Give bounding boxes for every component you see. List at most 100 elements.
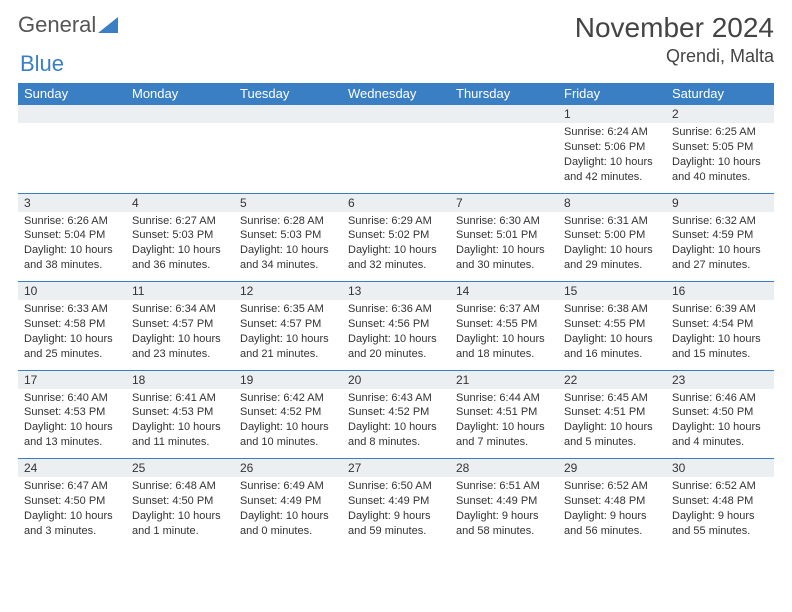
day-line: Sunset: 4:50 PM	[24, 494, 120, 509]
daynum-row: 12	[18, 105, 774, 124]
day-line: Daylight: 10 hours and 16 minutes.	[564, 332, 660, 362]
content-row: Sunrise: 6:40 AMSunset: 4:53 PMDaylight:…	[18, 389, 774, 459]
day-line: Sunrise: 6:46 AM	[672, 391, 768, 406]
day-header: Tuesday	[234, 83, 342, 105]
day-line: Sunrise: 6:28 AM	[240, 214, 336, 229]
day-line: Sunset: 4:49 PM	[348, 494, 444, 509]
day-line: Sunset: 5:06 PM	[564, 140, 660, 155]
day-line: Daylight: 10 hours and 34 minutes.	[240, 243, 336, 273]
day-content: Sunrise: 6:39 AMSunset: 4:54 PMDaylight:…	[666, 300, 774, 370]
day-content: Sunrise: 6:31 AMSunset: 5:00 PMDaylight:…	[558, 212, 666, 282]
day-number: 19	[234, 370, 342, 389]
day-number: 6	[342, 193, 450, 212]
day-line: Sunset: 4:48 PM	[564, 494, 660, 509]
day-line: Daylight: 10 hours and 4 minutes.	[672, 420, 768, 450]
daynum-row: 10111213141516	[18, 282, 774, 301]
day-number: 5	[234, 193, 342, 212]
day-line: Sunset: 4:49 PM	[240, 494, 336, 509]
day-line: Sunrise: 6:24 AM	[564, 125, 660, 140]
day-content: Sunrise: 6:52 AMSunset: 4:48 PMDaylight:…	[558, 477, 666, 547]
day-content: Sunrise: 6:37 AMSunset: 4:55 PMDaylight:…	[450, 300, 558, 370]
day-number	[126, 105, 234, 124]
day-content: Sunrise: 6:40 AMSunset: 4:53 PMDaylight:…	[18, 389, 126, 459]
day-number	[450, 105, 558, 124]
day-number: 7	[450, 193, 558, 212]
day-content: Sunrise: 6:43 AMSunset: 4:52 PMDaylight:…	[342, 389, 450, 459]
day-line: Sunset: 5:03 PM	[240, 228, 336, 243]
day-number: 28	[450, 459, 558, 478]
day-header: Thursday	[450, 83, 558, 105]
day-line: Sunset: 4:59 PM	[672, 228, 768, 243]
day-line: Sunset: 4:55 PM	[564, 317, 660, 332]
day-line: Sunrise: 6:41 AM	[132, 391, 228, 406]
day-line: Sunrise: 6:44 AM	[456, 391, 552, 406]
day-line: Daylight: 10 hours and 30 minutes.	[456, 243, 552, 273]
day-line: Daylight: 10 hours and 21 minutes.	[240, 332, 336, 362]
day-line: Daylight: 10 hours and 42 minutes.	[564, 155, 660, 185]
day-line: Daylight: 9 hours and 58 minutes.	[456, 509, 552, 539]
day-content: Sunrise: 6:34 AMSunset: 4:57 PMDaylight:…	[126, 300, 234, 370]
day-line: Sunset: 4:51 PM	[564, 405, 660, 420]
day-header-row: Sunday Monday Tuesday Wednesday Thursday…	[18, 83, 774, 105]
day-line: Sunset: 4:53 PM	[132, 405, 228, 420]
day-content	[450, 123, 558, 193]
day-content: Sunrise: 6:32 AMSunset: 4:59 PMDaylight:…	[666, 212, 774, 282]
day-number: 4	[126, 193, 234, 212]
day-content: Sunrise: 6:26 AMSunset: 5:04 PMDaylight:…	[18, 212, 126, 282]
daynum-row: 24252627282930	[18, 459, 774, 478]
day-line: Daylight: 10 hours and 27 minutes.	[672, 243, 768, 273]
day-line: Sunset: 4:52 PM	[348, 405, 444, 420]
day-number: 12	[234, 282, 342, 301]
day-line: Sunset: 5:01 PM	[456, 228, 552, 243]
content-row: Sunrise: 6:47 AMSunset: 4:50 PMDaylight:…	[18, 477, 774, 547]
day-number: 17	[18, 370, 126, 389]
day-line: Sunset: 4:52 PM	[240, 405, 336, 420]
day-number: 18	[126, 370, 234, 389]
day-line: Sunrise: 6:29 AM	[348, 214, 444, 229]
day-number: 9	[666, 193, 774, 212]
day-number: 20	[342, 370, 450, 389]
day-header: Wednesday	[342, 83, 450, 105]
day-line: Sunrise: 6:35 AM	[240, 302, 336, 317]
day-line: Sunrise: 6:38 AM	[564, 302, 660, 317]
day-line: Daylight: 10 hours and 32 minutes.	[348, 243, 444, 273]
day-line: Sunrise: 6:42 AM	[240, 391, 336, 406]
day-line: Sunset: 4:57 PM	[132, 317, 228, 332]
day-number: 26	[234, 459, 342, 478]
day-line: Sunset: 5:04 PM	[24, 228, 120, 243]
day-line: Sunset: 4:50 PM	[132, 494, 228, 509]
day-line: Daylight: 10 hours and 0 minutes.	[240, 509, 336, 539]
logo: General	[18, 12, 118, 38]
day-number: 30	[666, 459, 774, 478]
day-line: Daylight: 9 hours and 55 minutes.	[672, 509, 768, 539]
day-content: Sunrise: 6:25 AMSunset: 5:05 PMDaylight:…	[666, 123, 774, 193]
day-line: Sunset: 4:55 PM	[456, 317, 552, 332]
day-header: Friday	[558, 83, 666, 105]
day-line: Daylight: 10 hours and 23 minutes.	[132, 332, 228, 362]
day-line: Sunrise: 6:37 AM	[456, 302, 552, 317]
day-line: Sunset: 4:51 PM	[456, 405, 552, 420]
day-line: Daylight: 10 hours and 40 minutes.	[672, 155, 768, 185]
day-header: Monday	[126, 83, 234, 105]
day-line: Sunrise: 6:32 AM	[672, 214, 768, 229]
day-number: 27	[342, 459, 450, 478]
day-line: Sunrise: 6:30 AM	[456, 214, 552, 229]
day-content: Sunrise: 6:50 AMSunset: 4:49 PMDaylight:…	[342, 477, 450, 547]
day-content: Sunrise: 6:47 AMSunset: 4:50 PMDaylight:…	[18, 477, 126, 547]
logo-text-1: General	[18, 12, 96, 38]
content-row: Sunrise: 6:33 AMSunset: 4:58 PMDaylight:…	[18, 300, 774, 370]
day-line: Sunset: 4:54 PM	[672, 317, 768, 332]
day-line: Sunset: 4:56 PM	[348, 317, 444, 332]
day-line: Sunrise: 6:34 AM	[132, 302, 228, 317]
day-line: Sunrise: 6:52 AM	[672, 479, 768, 494]
day-line: Sunrise: 6:31 AM	[564, 214, 660, 229]
title-block: November 2024 Qrendi, Malta	[575, 12, 774, 67]
day-content: Sunrise: 6:30 AMSunset: 5:01 PMDaylight:…	[450, 212, 558, 282]
day-number	[234, 105, 342, 124]
location: Qrendi, Malta	[575, 46, 774, 67]
day-number: 15	[558, 282, 666, 301]
day-content: Sunrise: 6:27 AMSunset: 5:03 PMDaylight:…	[126, 212, 234, 282]
day-number: 24	[18, 459, 126, 478]
day-content: Sunrise: 6:41 AMSunset: 4:53 PMDaylight:…	[126, 389, 234, 459]
content-row: Sunrise: 6:26 AMSunset: 5:04 PMDaylight:…	[18, 212, 774, 282]
